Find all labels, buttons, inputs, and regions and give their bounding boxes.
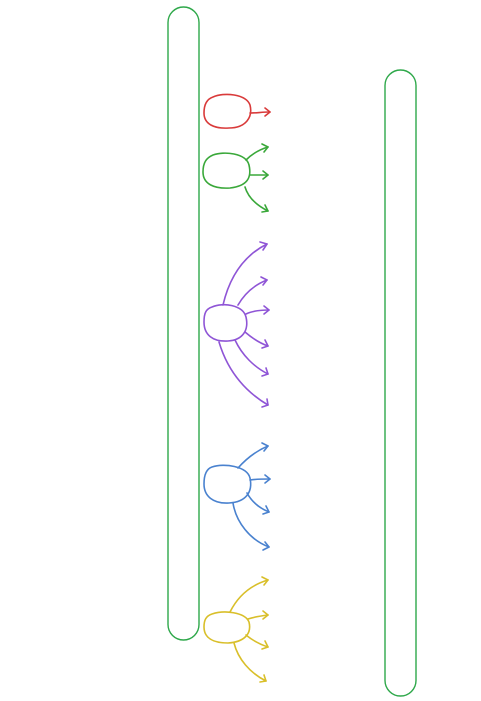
arrow <box>245 143 269 161</box>
yellow-node <box>203 576 269 683</box>
arrow <box>233 642 267 683</box>
node-blob <box>202 152 251 189</box>
arrow <box>249 474 271 484</box>
right-column <box>384 69 417 697</box>
arrow <box>237 442 269 469</box>
node-blob <box>203 611 251 644</box>
arrow <box>245 305 270 315</box>
arrow <box>232 502 270 551</box>
green-node <box>202 143 269 213</box>
arrow <box>234 339 269 377</box>
blue-node <box>203 442 271 551</box>
arrow <box>218 341 269 408</box>
arrow <box>229 576 269 613</box>
node-blob <box>203 93 252 129</box>
arrow <box>244 331 269 349</box>
arrow <box>247 610 269 620</box>
arrow <box>246 492 270 515</box>
arrow <box>249 170 269 180</box>
left-column <box>167 6 200 641</box>
arrow <box>237 276 268 306</box>
purple-node <box>203 241 270 408</box>
red-node <box>203 93 271 129</box>
arrow <box>222 241 268 306</box>
arrow <box>245 634 269 650</box>
node-blob <box>203 464 252 504</box>
arrow <box>249 107 271 117</box>
arrow <box>244 186 269 213</box>
node-blob <box>203 303 248 342</box>
